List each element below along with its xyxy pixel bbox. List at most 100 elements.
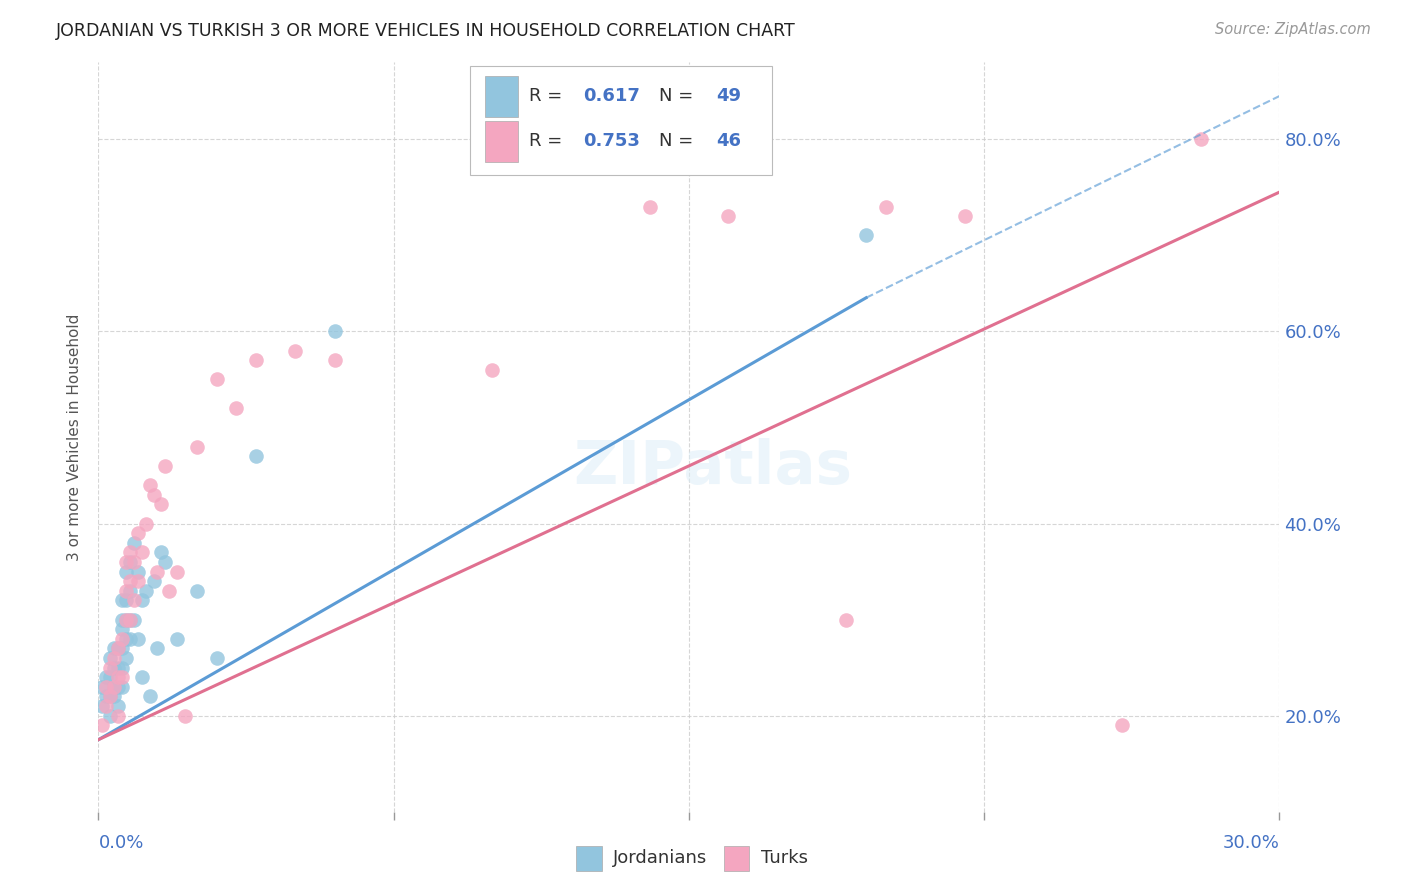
Point (1189, 132, 1212, 146)
Point (146, 565, 169, 579)
Point (111, 641, 134, 656)
Point (150, 545, 173, 559)
Point (118, 555, 141, 569)
Point (118, 545, 141, 559)
Text: N =: N = (659, 132, 699, 150)
Point (115, 593, 138, 607)
Point (91, 699, 114, 714)
Text: ZIPatlas: ZIPatlas (574, 438, 852, 497)
Point (122, 535, 145, 549)
Point (103, 660, 125, 674)
Point (107, 641, 129, 656)
Point (155, 458, 177, 473)
Point (127, 526, 149, 541)
Text: JORDANIAN VS TURKISH 3 OR MORE VEHICLES IN HOUSEHOLD CORRELATION CHART: JORDANIAN VS TURKISH 3 OR MORE VEHICLES … (56, 22, 796, 40)
Point (115, 583, 138, 598)
Text: 30.0%: 30.0% (1223, 834, 1279, 852)
Text: Source: ZipAtlas.com: Source: ZipAtlas.com (1215, 22, 1371, 37)
Point (98, 651, 121, 665)
Point (1111, 718, 1133, 732)
Point (107, 699, 129, 714)
Point (122, 555, 145, 569)
Point (111, 622, 134, 636)
Point (96, 690, 118, 704)
Point (111, 613, 134, 627)
Text: R =: R = (530, 87, 568, 105)
Point (638, 200, 661, 214)
Point (91, 718, 114, 732)
Point (103, 690, 125, 704)
Point (98, 660, 121, 674)
Text: Jordanians: Jordanians (613, 849, 707, 867)
Point (111, 680, 134, 694)
Point (115, 613, 138, 627)
Point (146, 641, 169, 656)
Point (96, 680, 118, 694)
Point (91, 680, 114, 694)
Point (186, 583, 208, 598)
Point (953, 209, 976, 223)
Point (142, 488, 165, 502)
Point (118, 613, 141, 627)
Point (166, 565, 188, 579)
Point (103, 680, 125, 694)
Text: N =: N = (659, 87, 699, 105)
Point (118, 613, 141, 627)
Text: R =: R = (530, 132, 568, 150)
Point (98, 690, 121, 704)
Point (127, 574, 149, 589)
Point (107, 670, 129, 684)
Point (138, 690, 160, 704)
Text: Turks: Turks (761, 849, 807, 867)
Point (205, 651, 228, 665)
Point (115, 565, 138, 579)
Point (284, 343, 307, 358)
Point (96, 670, 118, 684)
Point (98, 690, 121, 704)
Point (135, 583, 157, 598)
Point (186, 440, 208, 454)
Text: 0.617: 0.617 (582, 87, 640, 105)
Point (127, 565, 149, 579)
Point (118, 574, 141, 589)
Point (131, 545, 153, 559)
Point (717, 209, 740, 223)
Text: 46: 46 (716, 132, 741, 150)
Point (131, 593, 153, 607)
Point (98, 670, 121, 684)
Point (855, 228, 877, 243)
Point (111, 593, 134, 607)
Point (98, 708, 121, 723)
Point (205, 372, 228, 386)
Y-axis label: 3 or more Vehicles in Household: 3 or more Vehicles in Household (67, 313, 83, 561)
Point (118, 632, 141, 646)
Point (155, 555, 177, 569)
Point (131, 670, 153, 684)
Point (835, 613, 858, 627)
Text: 0.0%: 0.0% (98, 834, 143, 852)
Point (96, 699, 118, 714)
Point (103, 641, 125, 656)
Point (142, 574, 165, 589)
Point (166, 632, 188, 646)
Point (174, 708, 197, 723)
Point (138, 478, 160, 492)
Point (111, 660, 134, 674)
Text: 0.753: 0.753 (582, 132, 640, 150)
Point (103, 680, 125, 694)
Point (107, 660, 129, 674)
Point (323, 353, 346, 368)
Point (122, 593, 145, 607)
Point (875, 200, 897, 214)
Point (157, 583, 180, 598)
Point (115, 613, 138, 627)
FancyBboxPatch shape (471, 66, 772, 175)
Point (111, 670, 134, 684)
Point (111, 632, 134, 646)
Point (122, 613, 145, 627)
Text: 49: 49 (716, 87, 741, 105)
FancyBboxPatch shape (485, 76, 517, 117)
Point (245, 353, 267, 368)
Point (323, 325, 346, 339)
Point (118, 583, 141, 598)
